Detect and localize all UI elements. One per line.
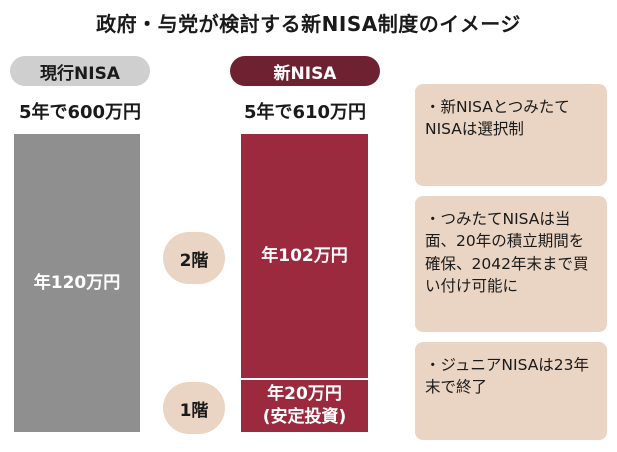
note-text: ・つみたてNISAは当面、20年の積立期間を確保、2042年末まで買い付け可能に: [425, 210, 589, 296]
tier2-floor-badge: 2階: [163, 232, 225, 284]
new-nisa-total: 5年で610万円: [243, 102, 367, 123]
new-nisa-tier2-label: 年102万円: [261, 245, 348, 266]
note-box: ・新NISAとつみたてNISAは選択制: [415, 84, 607, 186]
current-nisa-bar: 年120万円: [14, 134, 140, 432]
new-nisa-tier1-label: 年20万円: [267, 384, 342, 405]
note-text: ・ジュニアNISAは23年末で終了: [425, 356, 590, 397]
current-nisa-total: 5年で600万円: [18, 102, 142, 123]
new-nisa-header: 新NISA: [230, 56, 380, 86]
new-nisa-tier1-bar: 年20万円 (安定投資): [241, 380, 368, 432]
current-nisa-header: 現行NISA: [10, 56, 150, 86]
note-text: ・新NISAとつみたてNISAは選択制: [425, 98, 570, 139]
note-box: ・つみたてNISAは当面、20年の積立期間を確保、2042年末まで買い付け可能に: [415, 196, 607, 332]
current-nisa-bar-label: 年120万円: [33, 272, 121, 293]
diagram-title: 政府・与党が検討する新NISA制度のイメージ: [96, 12, 521, 36]
new-nisa-tier2-bar: 年102万円: [241, 134, 368, 378]
new-nisa-tier1-sublabel: (安定投資): [262, 407, 347, 427]
tier1-floor-badge: 1階: [163, 382, 225, 434]
note-box: ・ジュニアNISAは23年末で終了: [415, 342, 607, 440]
